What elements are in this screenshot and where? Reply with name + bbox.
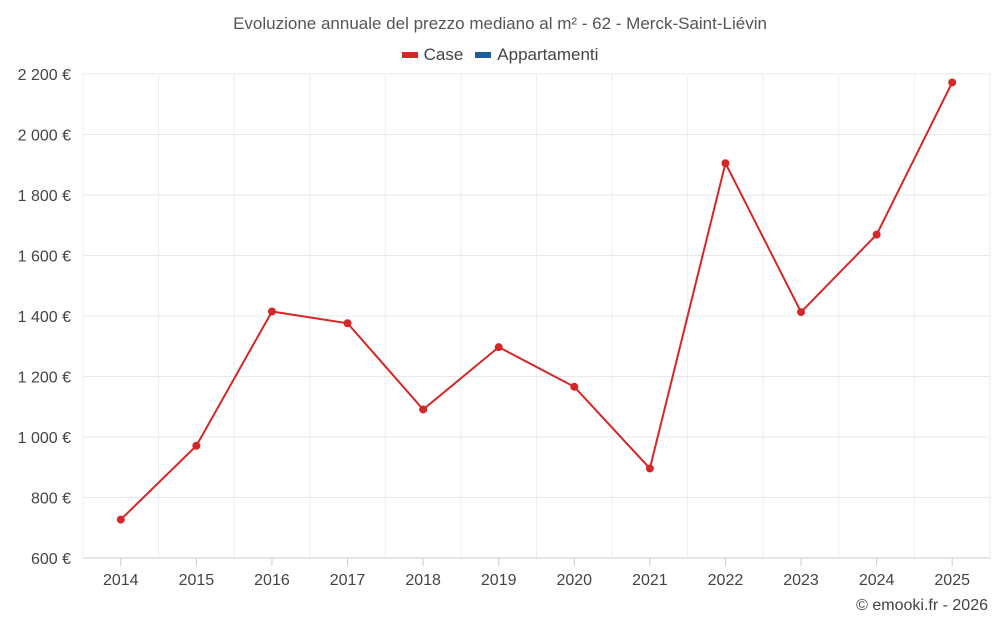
data-point[interactable] (645, 464, 654, 473)
y-tick-label: 800 € (31, 491, 71, 508)
x-tick-label: 2016 (254, 572, 290, 589)
data-point[interactable] (192, 441, 201, 450)
credit: © emooki.fr - 2026 (856, 597, 988, 614)
y-tick-label: 1 400 € (18, 309, 71, 326)
data-point[interactable] (872, 230, 881, 239)
x-tick-label: 2017 (330, 572, 366, 589)
data-point[interactable] (494, 343, 503, 352)
data-point[interactable] (948, 78, 957, 87)
x-tick-label: 2022 (708, 572, 744, 589)
y-tick-label: 1 000 € (18, 430, 71, 447)
data-point[interactable] (116, 515, 125, 524)
data-point[interactable] (267, 307, 276, 316)
chart-title: Evoluzione annuale del prezzo mediano al… (233, 14, 767, 33)
data-point[interactable] (343, 319, 352, 328)
data-point[interactable] (797, 308, 806, 317)
y-tick-label: 1 800 € (18, 188, 71, 205)
data-point[interactable] (570, 382, 579, 391)
x-tick-label: 2018 (405, 572, 441, 589)
series-line-case (120, 82, 954, 521)
legend-item-case[interactable]: Case (401, 45, 464, 65)
x-tick-label: 2014 (103, 572, 139, 589)
x-tick-label: 2019 (481, 572, 517, 589)
x-tick-label: 2015 (179, 572, 215, 589)
legend-swatch-case (401, 52, 418, 58)
legend: Case Appartamenti (0, 45, 1000, 65)
y-tick-label: 1 600 € (18, 249, 71, 266)
y-tick-label: 2 000 € (18, 128, 71, 145)
x-tick-label: 2023 (783, 572, 819, 589)
legend-label-case: Case (423, 45, 464, 64)
x-tick-label: 2025 (934, 572, 970, 589)
data-point[interactable] (419, 405, 428, 414)
legend-swatch-appartamenti (475, 52, 492, 58)
legend-label-appartamenti: Appartamenti (497, 45, 599, 64)
data-point[interactable] (721, 159, 730, 168)
y-tick-label: 600 € (31, 551, 71, 568)
x-tick-label: 2024 (859, 572, 895, 589)
x-tick-label: 2021 (632, 572, 668, 589)
legend-item-appartamenti[interactable]: Appartamenti (475, 45, 598, 65)
y-tick-label: 1 200 € (18, 370, 71, 387)
y-tick-label: 2 200 € (18, 67, 71, 84)
x-tick-label: 2020 (556, 572, 592, 589)
